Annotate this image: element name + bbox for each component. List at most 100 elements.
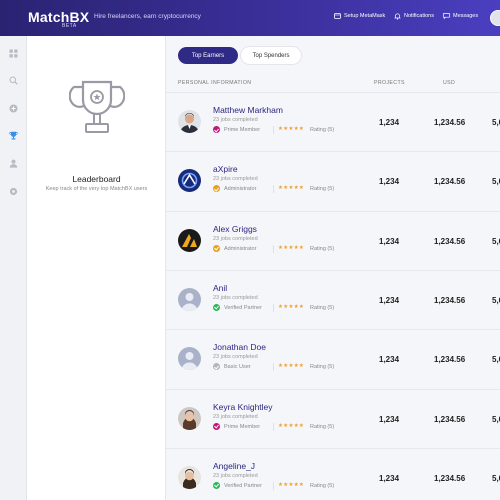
bell-icon xyxy=(394,13,401,20)
rating-label: Rating (5) xyxy=(310,245,335,252)
rating-label: Rating (5) xyxy=(310,304,335,311)
user-name[interactable]: Keyra Knightley xyxy=(213,401,273,412)
messages-link[interactable]: Messages xyxy=(443,13,479,20)
divider xyxy=(273,303,274,312)
user-icon[interactable] xyxy=(9,155,18,168)
star-rating-icon: ★★★★★ xyxy=(278,303,305,310)
leaderboard-panel: Leaderboard Keep track of the very top M… xyxy=(27,36,166,500)
projects-value: 1,234 xyxy=(379,355,400,365)
user-name[interactable]: aXpire xyxy=(213,164,238,175)
jobs-completed: 23 jobs completed xyxy=(213,235,258,242)
user-avatar[interactable] xyxy=(178,228,201,252)
role-badge-icon xyxy=(213,422,220,430)
star-rating-icon: ★★★★★ xyxy=(278,185,305,192)
notifications-link[interactable]: Notifications xyxy=(394,13,434,20)
user-name[interactable]: Jonathan Doe xyxy=(213,342,266,353)
setup-metamask-label: Setup MetaMask xyxy=(344,13,386,19)
usd-value: 1,234.56 xyxy=(434,355,466,365)
table-row[interactable]: Alex Griggs 23 jobs completed Administrato… xyxy=(166,210,500,270)
user-avatar[interactable] xyxy=(178,347,201,371)
extra-column-value: 5,6 xyxy=(492,473,500,483)
divider xyxy=(273,185,274,194)
projects-value: 1,234 xyxy=(379,118,400,127)
user-avatar[interactable] xyxy=(490,10,500,26)
rating-label: Rating (5) xyxy=(310,364,335,371)
divider xyxy=(273,422,274,431)
tab-top-spenders[interactable]: Top Spenders xyxy=(241,47,301,64)
notifications-label: Notifications xyxy=(404,13,434,19)
user-avatar[interactable] xyxy=(178,406,201,430)
user-name[interactable]: Anil xyxy=(213,282,228,293)
jobs-completed: 23 jobs completed xyxy=(213,354,258,361)
extra-column-value: 5,6 xyxy=(492,177,500,187)
user-role: Basic User xyxy=(224,364,251,371)
user-avatar[interactable] xyxy=(178,465,201,489)
user-avatar[interactable] xyxy=(178,287,201,311)
jobs-completed: 23 jobs completed xyxy=(213,176,258,183)
user-role: Prime Member xyxy=(224,127,261,133)
user-role: Verified Partner xyxy=(224,304,262,311)
role-badge-icon xyxy=(213,126,220,133)
extra-column-value: 5,6 xyxy=(492,414,500,424)
column-header-info: PERSONAL INFORMATION xyxy=(178,80,252,86)
star-rating-icon: ★★★★★ xyxy=(278,126,305,132)
usd-value: 1,234.56 xyxy=(434,118,466,127)
role-badge-icon xyxy=(213,185,220,193)
extra-column-value: 5,6 xyxy=(492,295,500,305)
jobs-completed: 23 jobs completed xyxy=(213,294,258,301)
app-logo[interactable]: MatchBX xyxy=(28,9,90,25)
table-row[interactable]: Angeline_J 23 jobs completed Verified Part… xyxy=(166,447,500,500)
search-icon[interactable] xyxy=(9,72,18,85)
projects-value: 1,234 xyxy=(379,177,400,187)
trophy-icon[interactable] xyxy=(9,127,18,140)
metamask-icon xyxy=(334,13,341,19)
usd-value: 1,234.56 xyxy=(434,295,466,305)
user-role: Prime Member xyxy=(224,423,261,430)
projects-value: 1,234 xyxy=(379,236,400,246)
panel-subtitle: Keep track of the very top MatchBX users xyxy=(45,186,148,192)
beta-badge: BETA xyxy=(62,23,77,29)
messages-label: Messages xyxy=(453,13,479,19)
divider xyxy=(273,244,274,253)
role-badge-icon xyxy=(213,481,220,489)
usd-value: 1,234.56 xyxy=(434,473,466,483)
extra-column-value: 5,6 xyxy=(492,236,500,246)
tagline: Hire freelancers, earn cryptocurrency xyxy=(94,13,201,20)
icon-sidebar xyxy=(0,36,27,500)
tab-top-earners[interactable]: Top Earners xyxy=(178,47,238,64)
usd-value: 1,234.56 xyxy=(434,414,466,424)
column-header-projects: PROJECTS xyxy=(374,80,405,86)
rating-label: Rating (5) xyxy=(310,482,335,489)
star-rating-icon: ★★★★★ xyxy=(278,422,305,429)
table-row[interactable]: Keyra Knightley 23 jobs completed Prime Me… xyxy=(166,388,500,448)
leaderboard-main: Top Earners Top Spenders PERSONAL INFORM… xyxy=(166,36,500,500)
table-row[interactable]: Jonathan Doe 23 jobs completed Basic User ★… xyxy=(166,329,500,388)
table-row[interactable]: Matthew Markham 23 jobs completed Prime Me… xyxy=(166,92,500,151)
table-row[interactable]: Anil 23 jobs completed Verified Partner ★★★… xyxy=(166,269,500,329)
rating-label: Rating (5) xyxy=(310,423,335,430)
extra-column-value: 5,6 xyxy=(492,118,500,127)
add-icon[interactable] xyxy=(9,100,18,113)
column-header-usd: USD xyxy=(443,80,456,86)
projects-value: 1,234 xyxy=(379,414,400,424)
jobs-completed: 23 jobs completed xyxy=(213,472,258,479)
user-name[interactable]: Angeline_J xyxy=(213,460,256,471)
user-avatar[interactable] xyxy=(178,169,201,193)
settings-icon[interactable] xyxy=(9,183,18,196)
jobs-completed: 23 jobs completed xyxy=(213,117,258,123)
user-role: Verified Partner xyxy=(224,482,262,489)
user-name[interactable]: Matthew Markham xyxy=(213,105,283,115)
table-row[interactable]: aXpire 23 jobs completed Administrator ★★★★… xyxy=(166,151,500,210)
usd-value: 1,234.56 xyxy=(434,236,466,246)
rating-label: Rating (5) xyxy=(310,186,335,193)
star-rating-icon: ★★★★★ xyxy=(278,363,305,370)
divider xyxy=(273,481,274,490)
user-avatar[interactable] xyxy=(178,110,201,133)
setup-metamask-link[interactable]: Setup MetaMask xyxy=(334,13,385,19)
user-name[interactable]: Alex Griggs xyxy=(213,223,257,234)
dashboard-icon[interactable] xyxy=(9,45,18,58)
star-rating-icon: ★★★★★ xyxy=(278,244,305,251)
divider xyxy=(273,363,274,372)
top-bar: MatchBX BETA Hire freelancers, earn cryp… xyxy=(0,0,500,36)
projects-value: 1,234 xyxy=(379,295,400,305)
